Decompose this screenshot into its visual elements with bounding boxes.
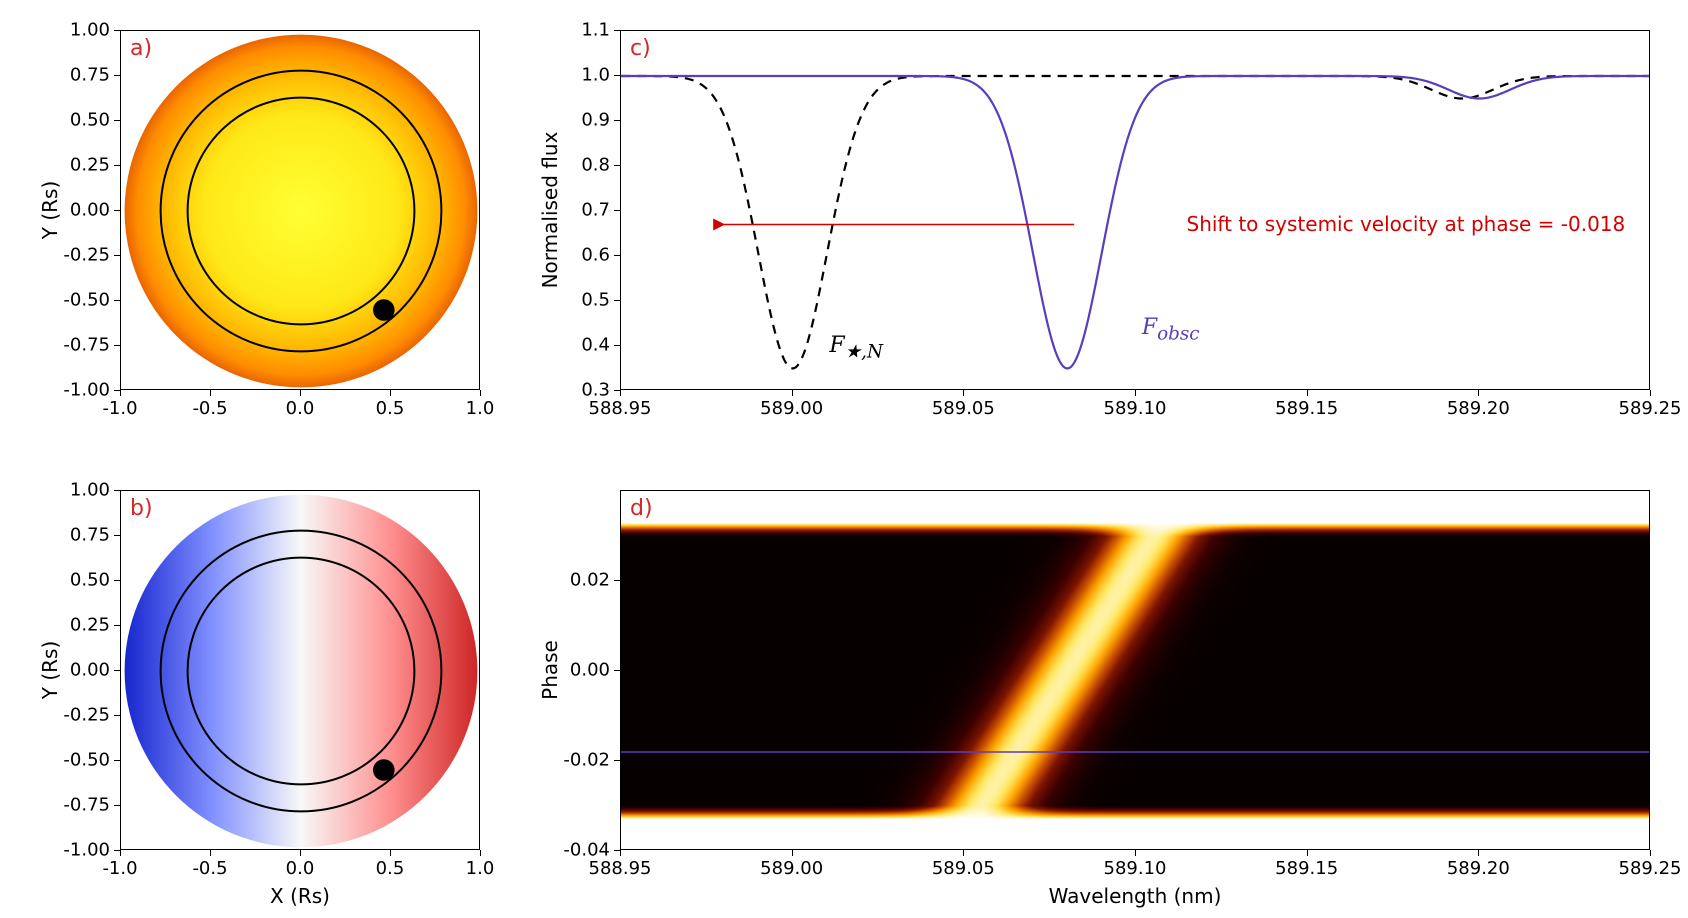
figure: -1.0-0.50.00.51.0-1.00-0.75-0.50-0.250.0… [0, 0, 1688, 918]
y-axis-label: Phase [538, 640, 562, 700]
x-axis-label: Wavelength (nm) [1049, 884, 1222, 908]
x-tick-label: 589.05 [932, 858, 995, 879]
x-tick-label: 588.95 [589, 858, 652, 879]
x-tick-label: 589.25 [1619, 858, 1682, 879]
y-tick-label: -0.02 [563, 750, 610, 771]
plot-area [620, 490, 1650, 850]
x-tick-label: 589.00 [760, 858, 823, 879]
x-tick-label: 589.10 [1104, 858, 1167, 879]
panel-tag: d) [630, 496, 653, 521]
y-tick-label: 0.02 [570, 570, 610, 591]
panel-d: 588.95 589.00 589.05 589.10 589.15 589.20 589.… [0, 0, 1688, 918]
y-tick-label: -0.04 [563, 840, 610, 861]
y-tick-label: 0.00 [570, 660, 610, 681]
x-tick-label: 589.15 [1275, 858, 1338, 879]
x-tick-label: 589.20 [1447, 858, 1510, 879]
